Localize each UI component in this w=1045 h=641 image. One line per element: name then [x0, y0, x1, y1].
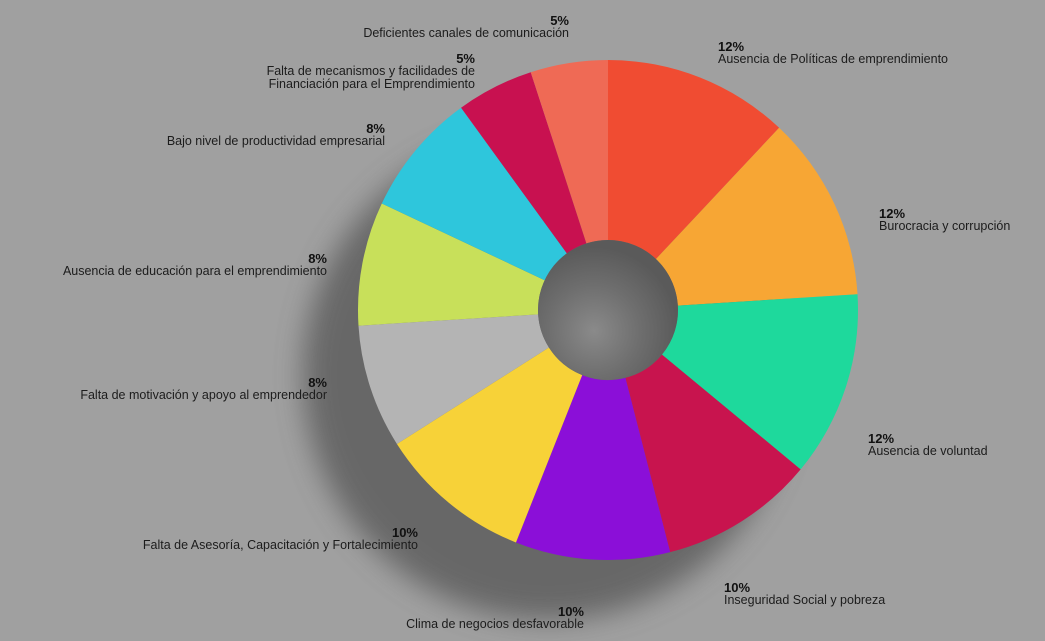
slice-label-1: 12% Burocracia y corrupción — [879, 207, 1010, 233]
donut-hole — [538, 240, 678, 380]
slice-value-label: 10% — [391, 525, 418, 540]
slice-name-label: Inseguridad Social y pobreza — [724, 593, 886, 607]
slice-label-5: 10% Falta de Asesoría, Capacitación y Fo… — [143, 526, 418, 552]
slice-value-label: 10% — [724, 580, 751, 595]
slice-value-label: 8% — [366, 121, 385, 136]
slice-name-label: Burocracia y corrupción — [879, 219, 1011, 233]
slice-value-label: 12% — [868, 431, 895, 446]
slice-label-6: 8% Falta de motivación y apoyo al empren… — [80, 376, 327, 402]
slice-label-10: 5% Deficientes canales de comunicación — [363, 14, 569, 40]
pie-slice-9 — [461, 72, 587, 254]
pie-slice-6 — [358, 314, 549, 444]
slice-label-3: 10% Inseguridad Social y pobreza — [724, 581, 885, 607]
slice-label-4: 10% Clima de negocios desfavorable — [406, 605, 584, 631]
slice-label-2: 12% Ausencia de voluntad — [868, 432, 988, 458]
donut-slices — [357, 60, 859, 561]
slice-name-label: Clima de negocios desfavorable — [406, 617, 584, 631]
slice-value-label: 12% — [718, 39, 745, 54]
pie-slice-3 — [625, 354, 801, 553]
pie-slice-10 — [530, 60, 608, 244]
slice-name-label: Ausencia de voluntad — [868, 444, 988, 458]
slice-label-8: 8% Bajo nivel de productividad empresari… — [167, 122, 385, 148]
pie-slice-0 — [608, 60, 780, 259]
slice-label-7: 8% Ausencia de educación para el emprend… — [63, 252, 327, 278]
slice-name-label: Ausencia de educación para el emprendimi… — [62, 264, 327, 278]
slice-value-label: 8% — [308, 375, 327, 390]
pie-slice-4 — [515, 375, 671, 561]
slice-name-label: Bajo nivel de productividad empresarial — [166, 134, 385, 148]
slice-name-label: Falta de Asesoría, Capacitación y Fortal… — [142, 538, 418, 552]
slice-value-label: 5% — [456, 51, 475, 66]
slice-value-label: 8% — [308, 251, 327, 266]
donut-center-hole — [538, 240, 678, 380]
slice-name-label: Deficientes canales de comunicación — [363, 26, 569, 40]
pie-slice-5 — [396, 347, 583, 543]
slice-label-9: 5% Falta de mecanismos y facilidades de … — [225, 52, 475, 91]
slice-name-label: Ausencia de Políticas de emprendimiento — [718, 52, 948, 66]
pie-slice-7 — [357, 203, 545, 326]
slice-value-label: 12% — [879, 206, 906, 221]
pie-slice-1 — [655, 127, 858, 306]
slice-value-label: 5% — [550, 13, 569, 28]
slice-value-label: 10% — [557, 604, 584, 619]
pie-slice-2 — [661, 294, 859, 470]
slice-label-0: 12% Ausencia de Políticas de emprendimie… — [718, 40, 948, 66]
slice-name-label: Falta de mecanismos y facilidades de Fin… — [266, 64, 475, 91]
slice-name-label: Falta de motivación y apoyo al emprended… — [80, 388, 327, 402]
pie-slice-8 — [381, 107, 567, 281]
